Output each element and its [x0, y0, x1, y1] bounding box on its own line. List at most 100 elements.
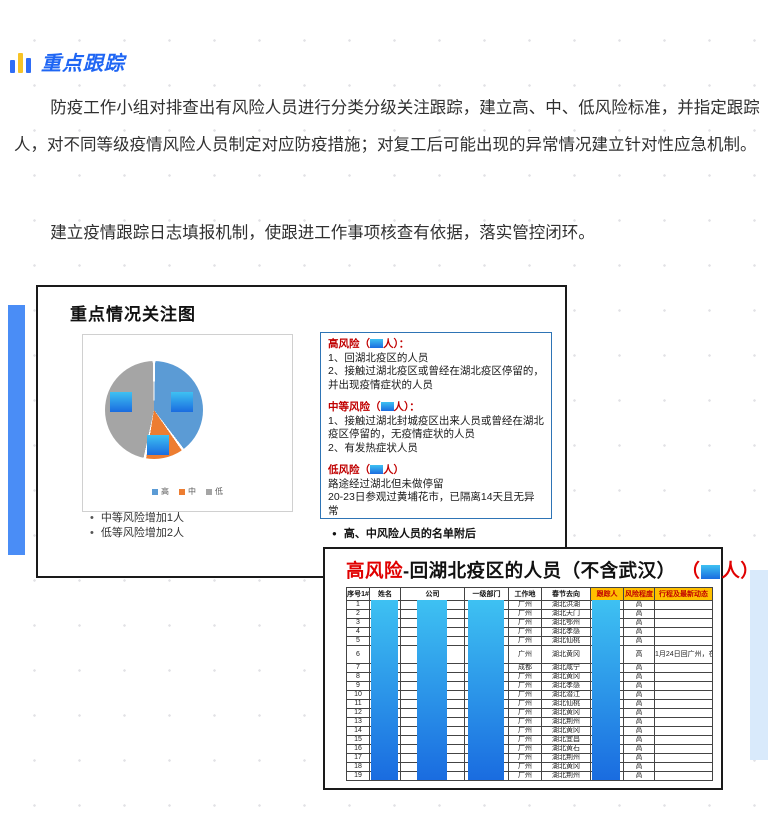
- roster-title: 高风险-回湖北疫区的人员（不含武汉） （人）: [346, 560, 760, 581]
- legend-swatch-mid: [179, 488, 185, 495]
- roster-cell: 广州: [508, 618, 542, 628]
- status-cell: [654, 672, 713, 682]
- roster-cell: 湖北天门: [541, 609, 591, 619]
- paragraph-log-mechanism: 建立疫情跟踪日志填报机制，使跟进工作事项核查有依据，落实管控闭环。: [50, 224, 595, 242]
- roster-cell: 10: [346, 690, 370, 700]
- col-header-no: 序号1#: [346, 587, 370, 601]
- roster-cell: 湖北仙桃: [541, 699, 591, 709]
- status-cell: [654, 735, 713, 745]
- roster-cell: 16: [346, 744, 370, 754]
- risk-section-mid: 中等风险（ 人）： 1、接触过湖北封城疫区出来人员或曾经在湖北疫区停留的，无疫情症…: [328, 401, 544, 454]
- roster-cell: 湖北黄冈: [541, 645, 591, 664]
- roster-row: 19 广州 湖北荆州 高: [346, 771, 713, 781]
- bar-chart-icon: [10, 51, 31, 73]
- redaction-bar-company: [417, 600, 447, 780]
- roster-table: 序号1# 姓名 公司 一级部门 工作地 春节去向 跟踪人 风险程度 行程及最新动…: [346, 587, 713, 781]
- roster-cell: 8: [346, 672, 370, 682]
- roster-cell: 高: [623, 708, 655, 718]
- right-accent-bar: [750, 570, 768, 760]
- roster-cell: 广州: [508, 672, 542, 682]
- roster-cell: 广州: [508, 645, 542, 664]
- roster-cell: 广州: [508, 600, 542, 610]
- roster-cell: 广州: [508, 744, 542, 754]
- risk-section-title: 高风险: [328, 338, 360, 350]
- roster-row: 3 广州 湖北鄂州 高: [346, 618, 713, 628]
- col-header-department: 一级部门: [464, 587, 509, 601]
- status-cell: [654, 663, 713, 673]
- pie-legend: 高 中 低: [83, 486, 292, 497]
- roster-row: 14 广州 湖北黄冈 高: [346, 726, 713, 736]
- roster-cell: 广州: [508, 762, 542, 772]
- roster-cell: 高: [623, 690, 655, 700]
- roster-cell: 高: [623, 681, 655, 691]
- status-cell: [654, 690, 713, 700]
- status-cell: [654, 618, 713, 628]
- roster-row: 12 广州 湖北黄冈 高: [346, 708, 713, 718]
- section-header: 重点跟踪: [10, 47, 125, 76]
- roster-cell: 4: [346, 627, 370, 637]
- bullet-item: 中等风险增加1人: [90, 511, 184, 526]
- col-header-status: 行程及最新动态: [654, 587, 713, 601]
- roster-row: 7 成都 湖北咸宁 高: [346, 663, 713, 673]
- focus-card-title: 重点情况关注图: [70, 305, 196, 324]
- roster-row: 8 广州 湖北黄冈 高: [346, 672, 713, 682]
- roster-cell: 湖北黄冈: [541, 708, 591, 718]
- roster-cell: 湖北荆州: [541, 753, 591, 763]
- roster-cell: 湖北黄冈: [541, 762, 591, 772]
- roster-row: 17 广州 湖北荆州 高: [346, 753, 713, 763]
- left-accent-bar: [8, 305, 25, 555]
- status-cell: [654, 762, 713, 772]
- roster-header-row: 序号1# 姓名 公司 一级部门 工作地 春节去向 跟踪人 风险程度 行程及最新动…: [346, 587, 713, 601]
- roster-row: 9 广州 湖北孝感 高: [346, 681, 713, 691]
- roster-cell: 高: [623, 699, 655, 709]
- roster-cell: 15: [346, 735, 370, 745]
- roster-cell: 3: [346, 618, 370, 628]
- roster-cell: 5: [346, 636, 370, 646]
- roster-cell: 广州: [508, 735, 542, 745]
- roster-cell: 11: [346, 699, 370, 709]
- roster-cell: 高: [623, 609, 655, 619]
- roster-cell: 高: [623, 735, 655, 745]
- redaction-box: [701, 565, 721, 579]
- status-cell: [654, 717, 713, 727]
- roster-cell: 广州: [508, 726, 542, 736]
- roster-row: 10 广州 湖北潜江 高: [346, 690, 713, 700]
- roster-cell: 高: [623, 726, 655, 736]
- roster-cell: 高: [623, 717, 655, 727]
- pie-chart-panel: 高 中 低: [82, 334, 293, 512]
- col-header-workplace: 工作地: [508, 587, 542, 601]
- high-risk-roster-card: 高风险-回湖北疫区的人员（不含武汉） （人） 序号1# 姓名 公司 一级部门 工…: [323, 547, 759, 790]
- roster-cell: 2: [346, 609, 370, 619]
- redaction-box: [370, 465, 383, 474]
- roster-cell: 12: [346, 708, 370, 718]
- roster-cell: 高: [623, 636, 655, 646]
- roster-cell: 6: [346, 645, 370, 664]
- roster-cell: 19: [346, 771, 370, 781]
- col-header-tracker: 跟踪人: [590, 587, 624, 601]
- redaction-bar-name: [371, 600, 398, 780]
- roster-row: 5 广州 湖北仙桃 高: [346, 636, 713, 646]
- risk-line: 1、接触过湖北封城疫区出来人员或曾经在湖北疫区停留的，无疫情症状的人员: [328, 414, 544, 441]
- roster-cell: 广州: [508, 699, 542, 709]
- roster-row: 15 广州 湖北宜昌 高: [346, 735, 713, 745]
- roster-cell: 广州: [508, 690, 542, 700]
- risk-definition-box: 高风险（ 人）： 1、回湖北疫区的人员 2、接触过湖北疫区或曾经在湖北疫区停留的，…: [320, 332, 552, 519]
- roster-cell: 湖北孝感: [541, 627, 591, 637]
- status-cell: 1月24日回广州，在家隔离: [654, 645, 713, 664]
- risk-section-title: 低风险: [328, 464, 360, 476]
- roster-cell: 高: [623, 672, 655, 682]
- roster-cell: 湖北宜昌: [541, 735, 591, 745]
- focus-situation-card: 重点情况关注图 高 中 低 中等风险增加1人 低等风险增加2人 高风险（人）： …: [36, 285, 567, 578]
- roster-row: 4 广州 湖北孝感 高: [346, 627, 713, 637]
- col-header-risk: 风险程度: [623, 587, 655, 601]
- col-header-company: 公司: [400, 587, 465, 601]
- roster-cell: 13: [346, 717, 370, 727]
- roster-row: 18 广州 湖北黄冈 高: [346, 762, 713, 772]
- roster-cell: 湖北黄冈: [541, 726, 591, 736]
- roster-row: 1 广州 湖北洪湖 高: [346, 600, 713, 610]
- bullet-item: 低等风险增加2人: [90, 526, 184, 541]
- risk-line: 2、接触过湖北疫区或曾经在湖北疫区停留的，并出现疫情症状的人员: [328, 365, 544, 391]
- status-cell: [654, 600, 713, 610]
- roster-cell: 湖北洪湖: [541, 600, 591, 610]
- status-cell: [654, 627, 713, 637]
